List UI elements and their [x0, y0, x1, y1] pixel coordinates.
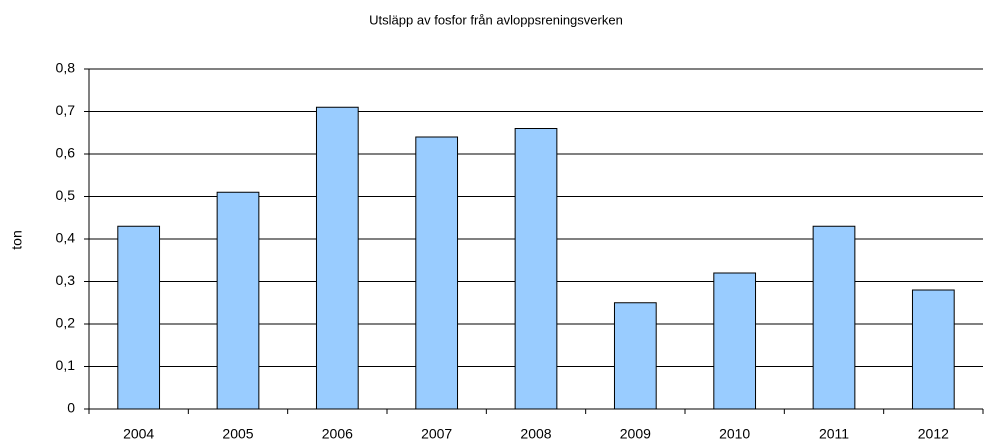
bar: [514, 128, 558, 410]
bar: [117, 225, 161, 410]
bar: [216, 191, 260, 410]
x-tick-label: 2004: [123, 426, 154, 442]
x-tick-label: 2006: [322, 426, 353, 442]
x-tick-label: 2005: [222, 426, 253, 442]
y-tick-label: 0,8: [56, 60, 76, 76]
y-tick-label: 0,7: [56, 102, 76, 118]
bar: [911, 289, 955, 410]
bar: [713, 272, 757, 410]
bar: [315, 106, 359, 410]
x-tick-label: 2012: [918, 426, 949, 442]
y-axis-label: ton: [9, 230, 25, 249]
bar: [812, 225, 856, 410]
chart-title: Utsläpp av fosfor från avloppsreningsver…: [369, 12, 623, 27]
x-tick-label: 2010: [719, 426, 750, 442]
y-tick-label: 0,3: [56, 272, 76, 288]
bar: [613, 302, 657, 410]
y-tick-label: 0,1: [56, 357, 76, 373]
y-tick-label: 0,5: [56, 187, 76, 203]
x-tick-label: 2008: [520, 426, 551, 442]
y-tick-label: 0,6: [56, 145, 76, 161]
y-tick-label: 0: [67, 400, 75, 416]
bar: [415, 136, 459, 410]
y-tick-label: 0,2: [56, 315, 76, 331]
x-tick-label: 2011: [819, 426, 849, 442]
x-tick-label: 2007: [421, 426, 452, 442]
y-tick-label: 0,4: [56, 230, 76, 246]
x-tick-label: 2009: [620, 426, 651, 442]
